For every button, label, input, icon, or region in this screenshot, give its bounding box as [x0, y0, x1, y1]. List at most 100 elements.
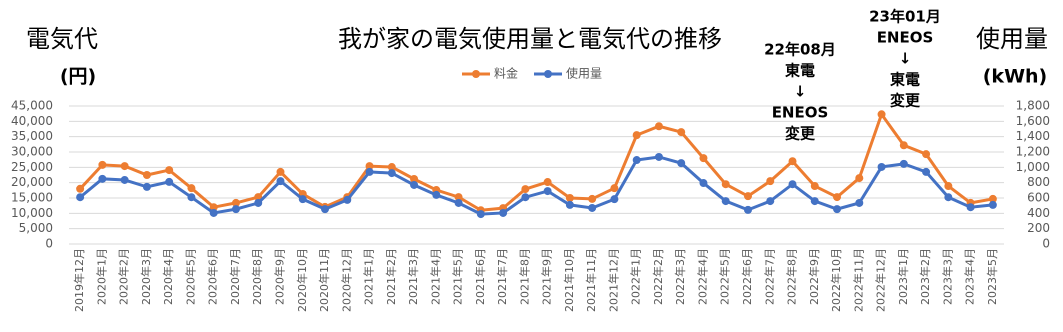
y2-axis-unit: (kWh) [983, 66, 1048, 88]
marker [743, 192, 752, 201]
marker [165, 177, 174, 186]
marker [543, 187, 552, 196]
y-tick-label: 35,000 [11, 129, 53, 143]
marker [855, 174, 864, 183]
x-tick-label: 2021年11月 [584, 248, 598, 312]
y-tick-label: 10,000 [11, 206, 53, 220]
x-tick-label: 2021年3月 [406, 248, 420, 305]
y-tick-label: 15,000 [11, 191, 53, 205]
annotation: 変更 [890, 92, 921, 110]
marker [788, 157, 797, 166]
x-tick-label: 2022年3月 [673, 248, 687, 305]
x-tick-label: 2021年12月 [606, 248, 620, 312]
marker [387, 163, 396, 172]
marker [588, 203, 597, 212]
x-tick-label: 2022年9月 [807, 248, 821, 305]
y2-tick-label: 200 [1027, 221, 1050, 235]
marker [76, 193, 85, 202]
marker [454, 193, 463, 202]
annotation: 23年01月 [869, 8, 941, 26]
marker [231, 205, 240, 214]
x-tick-label: 2022年6月 [740, 248, 754, 305]
marker [365, 162, 374, 171]
y2-tick-label: 1,800 [1016, 99, 1050, 113]
marker [788, 180, 797, 189]
y-tick-label: 20,000 [11, 175, 53, 189]
marker [521, 193, 530, 202]
marker [98, 160, 107, 169]
marker [165, 166, 174, 175]
marker [810, 182, 819, 191]
legend-marker [544, 70, 552, 78]
y-axis-title: 電気代 [26, 25, 98, 53]
marker [899, 141, 908, 150]
line [79, 111, 994, 212]
x-tick-label: 2020年4月 [161, 248, 175, 305]
x-tick-label: 2022年2月 [651, 248, 665, 305]
marker [565, 200, 574, 209]
x-tick-label: 2020年7月 [228, 248, 242, 305]
x-tick-label: 2023年2月 [918, 248, 932, 305]
y2-tick-label: 0 [1042, 237, 1050, 251]
marker [120, 162, 129, 171]
annotation: 変更 [785, 125, 816, 143]
marker [810, 197, 819, 206]
marker [254, 198, 263, 207]
marker [833, 193, 842, 202]
annotation: ↓ [899, 50, 912, 68]
x-tick-label: 2023年3月 [940, 248, 954, 305]
marker [610, 184, 619, 193]
x-tick-label: 2021年7月 [495, 248, 509, 305]
x-tick-label: 2020年12月 [339, 248, 353, 312]
marker [654, 122, 663, 131]
annotation: 東電 [890, 71, 920, 89]
x-tick-label: 2022年10月 [829, 248, 843, 312]
y-tick-label: 25,000 [11, 160, 53, 174]
marker [387, 169, 396, 178]
marker [209, 208, 218, 217]
marker [877, 162, 886, 171]
marker [187, 193, 196, 202]
marker [877, 110, 886, 119]
annotation: ENEOS [877, 29, 934, 47]
y-tick-label: 40,000 [11, 114, 53, 128]
x-tick-label: 2022年5月 [718, 248, 732, 305]
marker [543, 178, 552, 187]
x-tick-label: 2022年7月 [762, 248, 776, 305]
x-tick-label: 2021年5月 [451, 248, 465, 305]
marker [98, 174, 107, 183]
marker [721, 197, 730, 206]
y2-tick-label: 1,600 [1016, 114, 1050, 128]
marker [521, 185, 530, 194]
marker [142, 182, 151, 191]
marker [988, 200, 997, 209]
marker [588, 194, 597, 203]
marker [276, 177, 285, 186]
y-tick-label: 0 [45, 237, 53, 251]
x-tick-label: 2021年8月 [517, 248, 531, 305]
marker [922, 150, 931, 159]
x-tick-label: 2022年11月 [851, 248, 865, 312]
y2-tick-label: 1,200 [1016, 145, 1050, 159]
annotation: ENEOS [772, 104, 829, 122]
marker [944, 193, 953, 202]
marker [454, 198, 463, 207]
marker [499, 208, 508, 217]
y-tick-label: 5,000 [19, 221, 53, 235]
marker [833, 205, 842, 214]
x-tick-label: 2023年1月 [896, 248, 910, 305]
marker [766, 177, 775, 186]
marker [632, 156, 641, 165]
marker [899, 159, 908, 168]
marker [610, 195, 619, 204]
marker [988, 194, 997, 203]
annotation: 22年08月 [764, 41, 836, 59]
marker [432, 190, 441, 199]
marker [120, 175, 129, 184]
y2-tick-label: 1,000 [1016, 160, 1050, 174]
legend-label: 使用量 [566, 66, 602, 81]
marker [476, 210, 485, 219]
marker [677, 159, 686, 168]
x-tick-label: 2022年8月 [785, 248, 799, 305]
